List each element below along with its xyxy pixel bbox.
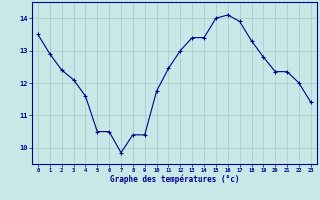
X-axis label: Graphe des températures (°c): Graphe des températures (°c) (110, 175, 239, 184)
